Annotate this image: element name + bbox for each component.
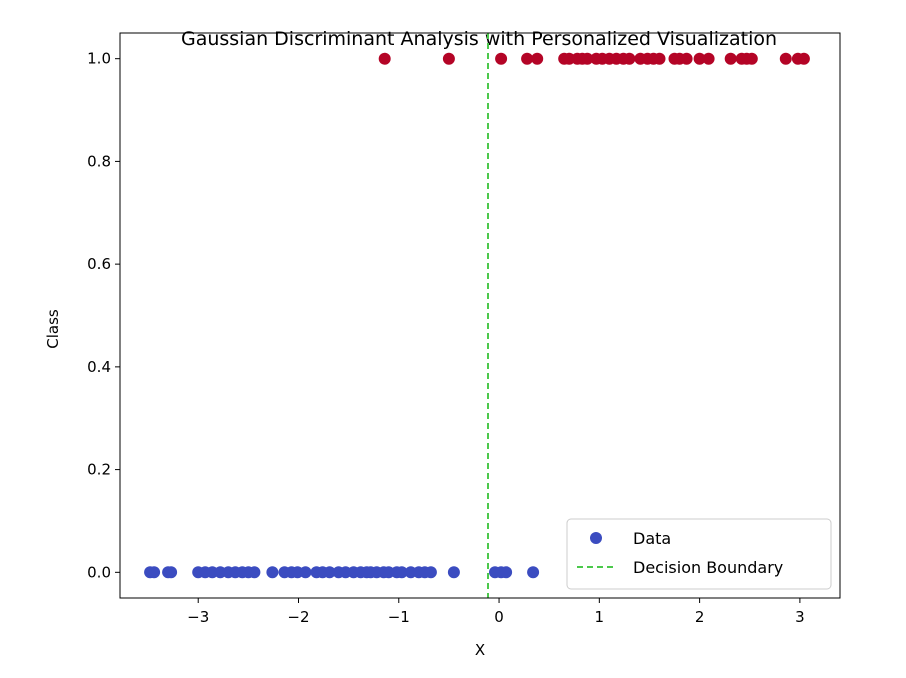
legend-label-boundary: Decision Boundary	[633, 558, 783, 577]
data-point-class-1	[531, 52, 544, 65]
data-point-class-1	[378, 52, 391, 65]
data-point-class-1	[745, 52, 758, 65]
x-tick-label: −2	[287, 608, 309, 626]
data-point-class-1	[779, 52, 792, 65]
y-tick-label: 0.2	[87, 461, 111, 479]
data-point-class-1	[623, 52, 636, 65]
y-axis-label: Class	[44, 309, 62, 349]
data-point-class-1	[581, 52, 594, 65]
plot-area	[119, 32, 841, 599]
y-axis: 0.0 0.2 0.4 0.6 0.8 1.0	[87, 50, 120, 581]
data-point-class-0	[395, 566, 408, 579]
y-tick-label: 0.6	[87, 255, 111, 273]
data-point-class-1	[442, 52, 455, 65]
x-tick-label: 2	[695, 608, 705, 626]
x-axis-label: X	[475, 641, 485, 659]
data-point-class-1	[702, 52, 715, 65]
data-point-class-0	[323, 566, 336, 579]
data-point-class-1	[680, 52, 693, 65]
marks	[144, 33, 810, 598]
y-tick-label: 0.0	[87, 563, 111, 581]
data-point-class-1	[724, 52, 737, 65]
legend-label-data: Data	[633, 529, 671, 548]
data-point-class-0	[500, 566, 513, 579]
x-tick-label: −1	[388, 608, 410, 626]
data-point-class-1	[653, 52, 666, 65]
data-point-class-0	[527, 566, 540, 579]
data-point-class-0	[424, 566, 437, 579]
data-point-class-0	[266, 566, 279, 579]
legend-frame	[566, 518, 832, 590]
axes-frame	[119, 32, 841, 599]
data-point-class-0	[148, 566, 161, 579]
data-point-class-1	[521, 52, 534, 65]
legend: Data Decision Boundary	[566, 518, 832, 590]
y-tick-label: 1.0	[87, 50, 111, 68]
data-point-class-1	[797, 52, 810, 65]
data-point-class-1	[693, 52, 706, 65]
y-tick-label: 0.4	[87, 358, 111, 376]
data-point-class-0	[299, 566, 312, 579]
data-point-class-0	[165, 566, 178, 579]
y-tick-label: 0.8	[87, 152, 111, 170]
x-tick-label: 1	[595, 608, 605, 626]
legend-marker-data	[590, 532, 602, 544]
x-tick-label: 3	[795, 608, 805, 626]
data-point-class-1	[495, 52, 508, 65]
x-axis: −3 −2 −1 0 1 2 3	[187, 598, 805, 626]
data-point-class-0	[447, 566, 460, 579]
x-tick-label: −3	[187, 608, 209, 626]
chart-title: Gaussian Discriminant Analysis with Pers…	[181, 28, 777, 50]
data-point-class-0	[248, 566, 261, 579]
x-tick-label: 0	[494, 608, 504, 626]
